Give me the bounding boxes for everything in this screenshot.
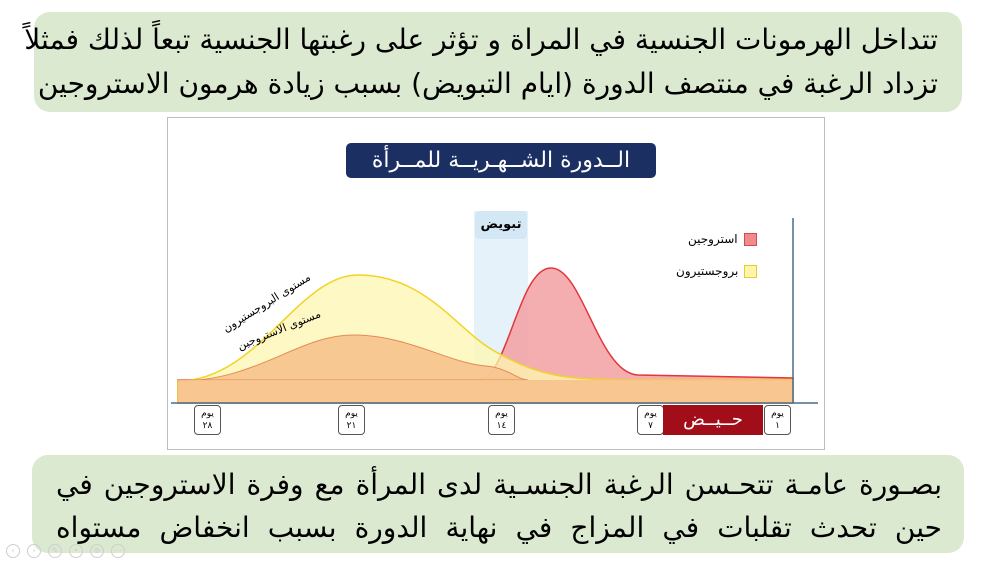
top-text-line-1: تتداخل الهرمونات الجنسية في المراة و تؤث… <box>24 23 938 56</box>
legend-estrogen: استروجين <box>688 232 757 246</box>
day-marker-1: يوم ١ <box>764 405 791 435</box>
menses-label: حــيــض <box>663 405 763 435</box>
previous-icon[interactable]: ‹ <box>6 544 20 558</box>
legend-swatch-progesterone <box>744 265 758 278</box>
estrogen-low-curve <box>177 334 529 382</box>
more-icon[interactable]: ⋯ <box>111 544 125 558</box>
ovulation-label: تبويض <box>475 211 527 239</box>
legend-progesterone: بروجستيرون <box>676 264 758 278</box>
bottom-text-box: بصـورة عامـة تتحـسن الرغبة الجنسـية لدى … <box>32 455 964 553</box>
bottom-text-line-1: بصـورة عامـة تتحـسن الرغبة الجنسـية لدى … <box>56 468 942 501</box>
pen-icon[interactable]: ✎ <box>48 544 62 558</box>
zoom-icon[interactable]: ⊕ <box>90 544 104 558</box>
baseline-area <box>178 380 793 403</box>
day-marker-21: يوم ٢١ <box>338 405 365 435</box>
top-text-box: تتداخل الهرمونات الجنسية في المراة و تؤث… <box>24 12 962 112</box>
top-text-line-2: تزداد الرغبة في منتصف الدورة (ايام التبو… <box>37 67 938 100</box>
day-marker-28: يوم ٢٨ <box>194 405 221 435</box>
bottom-text-line-2: حين تحدث تقلبات في المزاج في نهاية الدور… <box>56 511 942 544</box>
next-icon[interactable]: › <box>27 544 41 558</box>
menstrual-cycle-figure: الــدورة الشــهـريــة للمــرأة تبويض است… <box>167 117 825 450</box>
slide-nav-controls: ‹ › ✎ • ⊕ ⋯ <box>6 544 125 558</box>
legend-swatch-estrogen <box>743 233 757 246</box>
hormone-curves <box>171 211 818 404</box>
pointer-icon[interactable]: • <box>69 544 83 558</box>
chart-title: الــدورة الشــهـريــة للمــرأة <box>346 143 656 178</box>
legend-label-estrogen: استروجين <box>688 232 738 246</box>
legend-label-progesterone: بروجستيرون <box>676 264 739 278</box>
day-marker-14: يوم ١٤ <box>488 405 515 435</box>
day-marker-7: يوم ٧ <box>637 405 664 435</box>
